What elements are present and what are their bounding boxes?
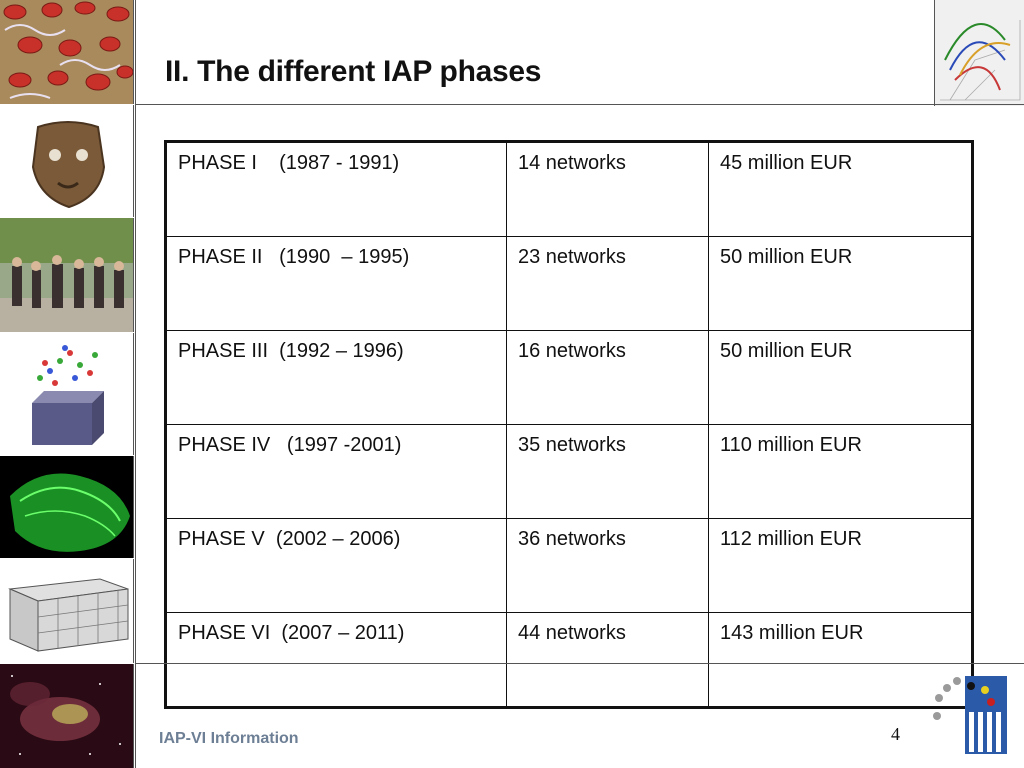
budget-cell: 50 million EUR [708, 236, 973, 331]
sidebar-divider [135, 0, 136, 768]
nebula-image [0, 664, 134, 768]
table-row: PHASE I (1987 - 1991) 14 networks 45 mil… [165, 141, 973, 237]
iap-logo [925, 672, 1015, 756]
footer-text: IAP-VI Information [159, 730, 299, 747]
networks-cell: 16 networks [506, 330, 709, 425]
phases-table: PHASE I (1987 - 1991) 14 networks 45 mil… [164, 140, 974, 709]
image-sidebar [0, 0, 136, 768]
budget-cell: 143 million EUR [708, 612, 973, 708]
networks-cell: 23 networks [506, 236, 709, 331]
crowd-street-image [0, 218, 134, 332]
phase-cell: PHASE II (1990 – 1995) [165, 236, 507, 331]
slide-title: II. The different IAP phases [165, 55, 542, 88]
phase-cell: PHASE I (1987 - 1991) [165, 141, 507, 237]
trajectory-graph-image [934, 0, 1024, 106]
table-row: PHASE III (1992 – 1996) 16 networks 50 m… [165, 330, 973, 425]
page-number: 4 [891, 724, 900, 744]
red-blood-cells-image [0, 0, 134, 104]
molecular-lattice-image [0, 333, 134, 455]
mesh-block-image [0, 559, 134, 663]
green-3d-scan-image [0, 456, 134, 558]
networks-cell: 36 networks [506, 518, 709, 613]
table-row: PHASE V (2002 – 2006) 36 networks 112 mi… [165, 518, 973, 613]
header-divider [136, 104, 1024, 105]
phase-cell: PHASE III (1992 – 1996) [165, 330, 507, 425]
budget-cell: 112 million EUR [708, 518, 973, 613]
budget-cell: 110 million EUR [708, 424, 973, 519]
budget-cell: 45 million EUR [708, 141, 973, 237]
table-row: PHASE VI (2007 – 2011) 44 networks 143 m… [165, 612, 973, 708]
table-row: PHASE II (1990 – 1995) 23 networks 50 mi… [165, 236, 973, 331]
table-row: PHASE IV (1997 -2001) 35 networks 110 mi… [165, 424, 973, 519]
networks-cell: 44 networks [506, 612, 709, 708]
networks-cell: 14 networks [506, 141, 709, 237]
budget-cell: 50 million EUR [708, 330, 973, 425]
phase-cell: PHASE V (2002 – 2006) [165, 518, 507, 613]
footer-divider [136, 663, 1024, 664]
phase-cell: PHASE IV (1997 -2001) [165, 424, 507, 519]
networks-cell: 35 networks [506, 424, 709, 519]
phase-cell: PHASE VI (2007 – 2011) [165, 612, 507, 708]
ancient-mask-image [0, 105, 134, 217]
